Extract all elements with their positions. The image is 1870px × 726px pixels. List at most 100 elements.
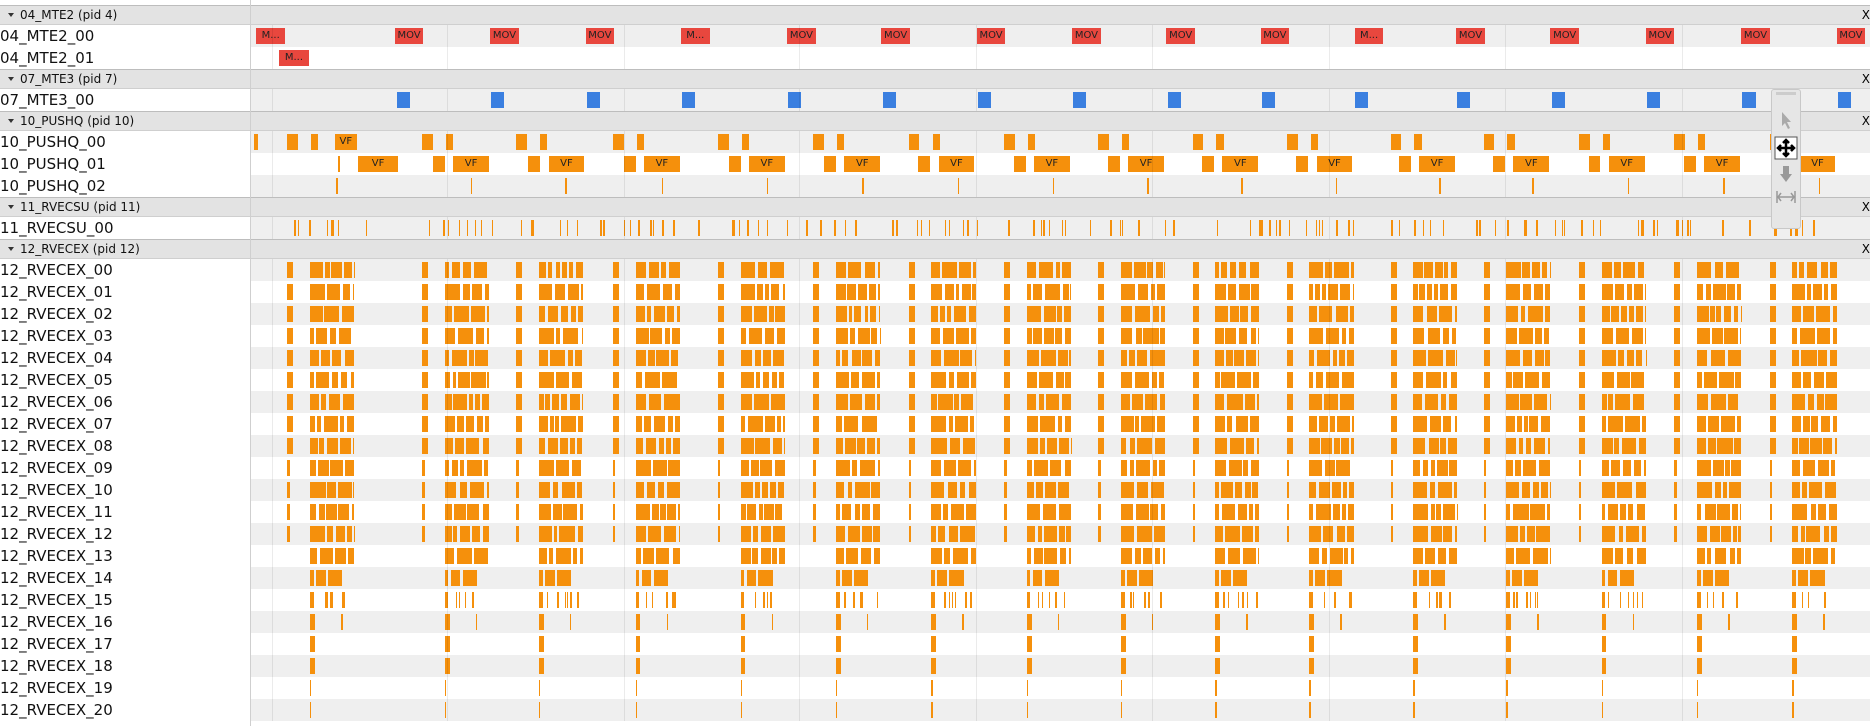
trace-slice[interactable] <box>311 134 319 150</box>
trace-slice[interactable] <box>1615 394 1631 410</box>
trace-slice[interactable] <box>850 394 863 410</box>
trace-slice[interactable] <box>1479 220 1481 236</box>
trace-slice[interactable] <box>1722 220 1724 236</box>
trace-slice[interactable] <box>310 416 315 432</box>
trace-slice[interactable] <box>1330 548 1343 564</box>
trace-slice[interactable] <box>948 416 953 432</box>
trace-slice[interactable] <box>1134 262 1146 278</box>
trace-slice[interactable] <box>1227 592 1230 608</box>
trace-slice[interactable] <box>728 156 741 172</box>
trace-slice[interactable] <box>1138 220 1141 236</box>
trace-slice[interactable] <box>516 262 523 278</box>
trace-slice[interactable] <box>1532 482 1539 498</box>
trace-slice[interactable] <box>908 350 915 366</box>
trace-slice[interactable] <box>1121 658 1126 674</box>
trace-slice[interactable] <box>931 284 942 300</box>
trace-slice[interactable] <box>612 460 616 476</box>
trace-slice[interactable] <box>1192 372 1199 388</box>
trace-slice[interactable]: MOV <box>1072 28 1101 44</box>
trace-slice[interactable] <box>444 328 456 344</box>
trace-slice[interactable] <box>635 548 641 564</box>
trace-slice[interactable] <box>1413 350 1426 366</box>
trace-slice[interactable] <box>1286 284 1293 300</box>
trace-slice[interactable] <box>1449 592 1451 608</box>
trace-slice[interactable] <box>444 262 449 278</box>
trace-slice[interactable] <box>334 548 347 564</box>
trace-slice[interactable] <box>1739 328 1742 344</box>
trace-slice[interactable] <box>1719 372 1734 388</box>
trace-slice[interactable] <box>635 636 641 652</box>
trace-slice[interactable] <box>1769 350 1776 366</box>
trace-slice[interactable] <box>782 416 785 432</box>
trace-slice[interactable] <box>1026 372 1037 388</box>
trace-slice[interactable] <box>1545 350 1551 366</box>
trace-slice[interactable] <box>1737 416 1742 432</box>
trace-slice[interactable] <box>1521 482 1530 498</box>
trace-slice[interactable]: VF <box>1222 156 1259 172</box>
trace-slice[interactable] <box>1055 262 1060 278</box>
trace-slice[interactable] <box>1226 416 1233 432</box>
trace-slice[interactable] <box>353 526 355 542</box>
trace-slice[interactable] <box>579 504 584 520</box>
trace-slice[interactable] <box>1792 438 1798 454</box>
trace-slice[interactable] <box>1729 548 1735 564</box>
trace-slice[interactable] <box>1450 372 1458 388</box>
trace-slice[interactable] <box>836 680 838 696</box>
trace-slice[interactable] <box>1037 592 1040 608</box>
trace-slice[interactable] <box>1044 482 1057 498</box>
trace-slice[interactable] <box>772 350 784 366</box>
trace-slice[interactable] <box>1823 614 1825 630</box>
trace-slice[interactable] <box>750 460 760 476</box>
trace-slice[interactable] <box>577 592 579 608</box>
trace-slice[interactable] <box>1697 438 1706 454</box>
trace-slice[interactable] <box>1350 438 1354 454</box>
trace-slice[interactable] <box>1801 220 1804 236</box>
trace-slice[interactable] <box>948 526 959 542</box>
trace-slice[interactable] <box>1697 636 1702 652</box>
trace-slice[interactable] <box>1202 156 1215 172</box>
trace-slice[interactable] <box>1221 372 1235 388</box>
trace-slice[interactable] <box>455 592 458 608</box>
trace-slice[interactable] <box>539 482 550 498</box>
trace-slice[interactable] <box>1004 262 1011 278</box>
trace-slice[interactable] <box>1129 460 1135 476</box>
trace-slice[interactable] <box>1156 416 1166 432</box>
trace-slice[interactable] <box>1526 592 1528 608</box>
trace-slice[interactable] <box>760 548 771 564</box>
trace-slice[interactable] <box>1579 394 1585 410</box>
trace-slice[interactable] <box>329 328 336 344</box>
trace-slice[interactable] <box>310 394 320 410</box>
trace-slice[interactable] <box>1725 460 1731 476</box>
trace-slice[interactable] <box>1619 504 1626 520</box>
trace-slice[interactable] <box>1617 482 1633 498</box>
trace-slice[interactable] <box>635 504 650 520</box>
trace-slice[interactable] <box>1438 592 1441 608</box>
trace-slice[interactable] <box>471 178 473 194</box>
group-header[interactable]: 04_MTE2 (pid 4) X <box>0 5 1870 25</box>
trace-slice[interactable] <box>561 262 568 278</box>
trace-slice[interactable] <box>1228 548 1240 564</box>
trace-slice[interactable] <box>1309 482 1316 498</box>
trace-slice[interactable] <box>1723 178 1725 194</box>
trace-slice[interactable] <box>1805 526 1821 542</box>
trace-slice[interactable] <box>950 504 965 520</box>
trace-slice[interactable] <box>776 328 785 344</box>
trace-slice[interactable] <box>1239 284 1250 300</box>
trace-slice[interactable] <box>1803 306 1815 322</box>
trace-slice[interactable] <box>1537 614 1539 630</box>
trace-slice[interactable] <box>1523 350 1532 366</box>
trace-slice[interactable]: VF <box>1128 156 1164 172</box>
trace-slice[interactable] <box>1636 548 1646 564</box>
trace-slice[interactable] <box>674 416 680 432</box>
trace-slice[interactable] <box>1150 504 1159 520</box>
trace-slice[interactable] <box>316 416 322 432</box>
trace-slice[interactable] <box>667 482 680 498</box>
trace-slice[interactable] <box>836 592 840 608</box>
trace-slice[interactable] <box>873 548 881 564</box>
trace-slice[interactable] <box>1727 350 1742 366</box>
trace-slice[interactable] <box>1286 394 1293 410</box>
trace-slice[interactable] <box>1337 416 1350 432</box>
trace-slice[interactable] <box>422 350 429 366</box>
trace-slice[interactable] <box>741 134 749 150</box>
trace-slice[interactable] <box>851 372 860 388</box>
